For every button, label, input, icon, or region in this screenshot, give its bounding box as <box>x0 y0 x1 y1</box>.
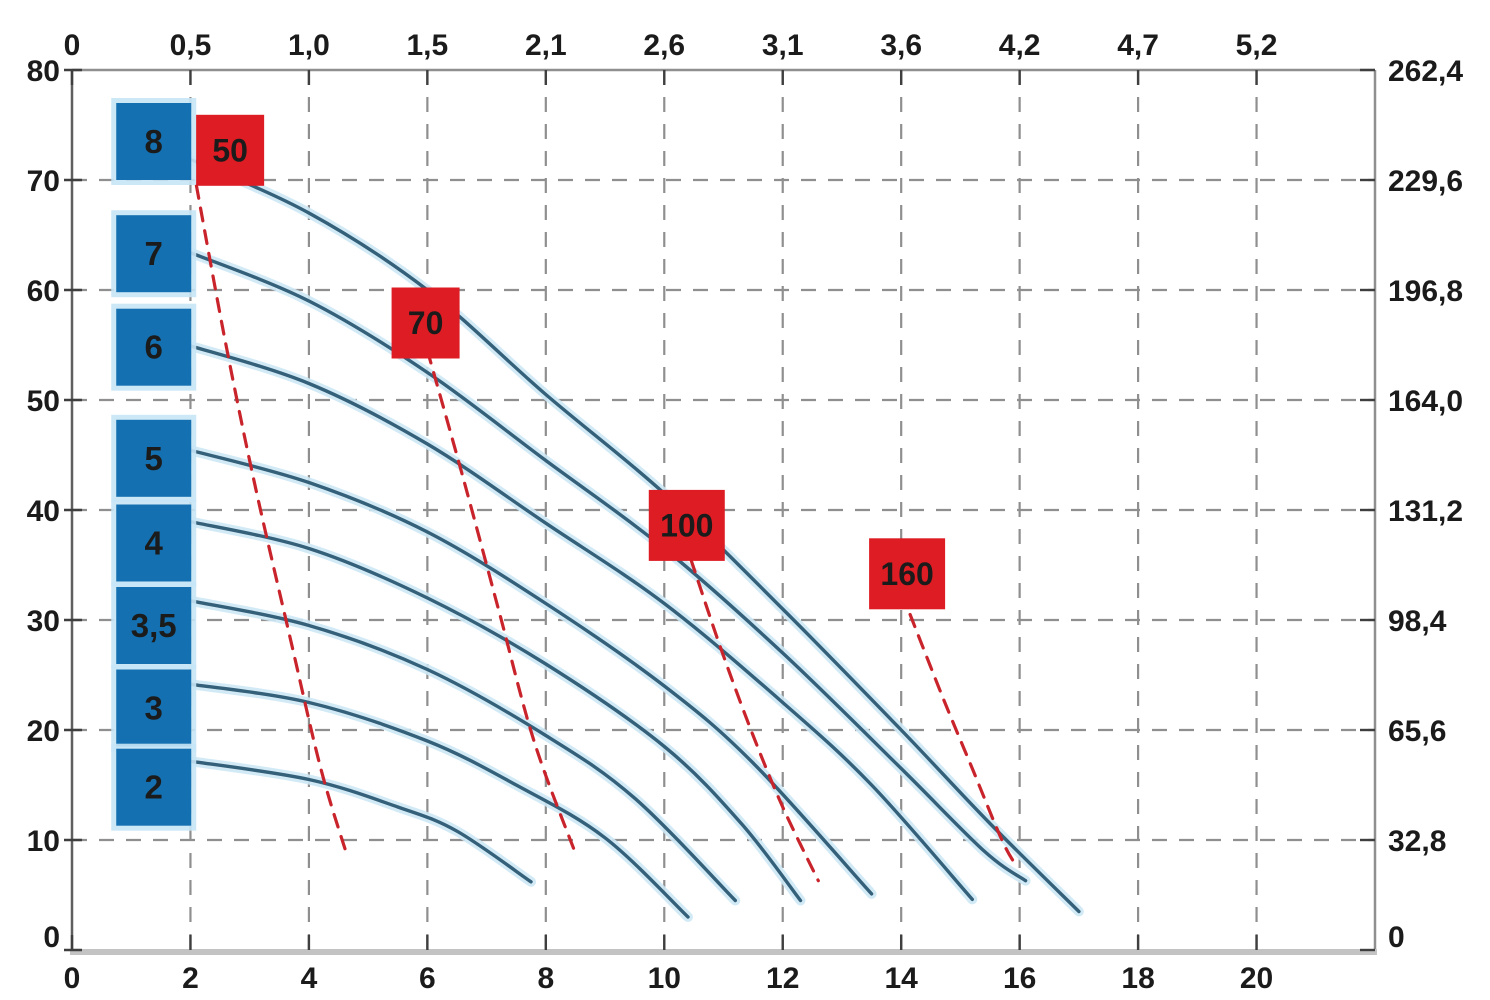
size-box <box>116 504 192 582</box>
size-label-5: 5 <box>111 414 197 502</box>
pump-curve-4 <box>185 519 803 903</box>
size-box-text: 8 <box>145 123 163 160</box>
power-box-text: 70 <box>408 305 444 341</box>
axis-label-left: 40 <box>27 495 60 528</box>
size-box <box>116 669 192 747</box>
axis-label-right: 262,4 <box>1388 55 1463 88</box>
axis-label-right: 196,8 <box>1388 275 1463 308</box>
axis-label-top: 3,6 <box>880 29 922 62</box>
power-label-160: 160 <box>869 538 946 610</box>
axis-label-bottom: 0 <box>64 962 81 995</box>
axis-label-top: 2,6 <box>643 29 685 62</box>
axis-label-bottom: 4 <box>301 962 318 995</box>
axis-label-right: 32,8 <box>1388 825 1446 858</box>
axis-label-top: 1,0 <box>288 29 330 62</box>
pump-curve-3-5 <box>185 598 737 903</box>
power-box-text: 160 <box>880 556 933 592</box>
power-label-70: 70 <box>391 287 460 359</box>
power-box-text: 100 <box>660 507 713 543</box>
size-label-7: 7 <box>111 210 197 298</box>
size-labels: 8 7 6 5 4 3,5 3 2 <box>111 98 197 831</box>
size-box-text: 4 <box>145 525 164 562</box>
size-box <box>116 103 192 180</box>
axis-label-right: 229,6 <box>1388 165 1463 198</box>
power-box <box>196 114 265 186</box>
axis-label-bottom: 14 <box>884 962 918 995</box>
size-box-text: 5 <box>145 440 163 477</box>
tick-marks <box>64 68 1375 952</box>
size-box-text: 7 <box>145 235 163 272</box>
size-label-3: 3 <box>111 664 197 752</box>
axis-label-top: 3,1 <box>762 29 804 62</box>
axis-label-left: 20 <box>27 715 60 748</box>
axis-label-right: 98,4 <box>1388 605 1447 638</box>
axis-label-top: 5,2 <box>1236 29 1278 62</box>
size-label-4: 4 <box>111 499 197 587</box>
axis-label-bottom: 16 <box>1003 962 1036 995</box>
size-box-text: 3,5 <box>131 607 177 644</box>
size-label-8: 8 <box>111 98 197 185</box>
axis-label-bottom: 2 <box>182 962 199 995</box>
axis-label-top: 0 <box>64 29 81 62</box>
size-box <box>116 419 192 497</box>
size-box-text: 3 <box>145 690 163 727</box>
axis-label-top: 2,1 <box>525 29 567 62</box>
size-box <box>116 587 192 664</box>
axis-label-bottom: 12 <box>766 962 799 995</box>
axis-label-right: 0 <box>1388 921 1405 954</box>
power-box <box>869 538 946 610</box>
axis-label-top: 4,2 <box>999 29 1041 62</box>
axis-label-left: 50 <box>27 385 60 418</box>
power-box <box>391 287 460 359</box>
pump-curve-3 <box>185 682 690 919</box>
axis-label-top: 0,5 <box>170 29 212 62</box>
power-curve-100 <box>689 557 820 883</box>
power-label-100: 100 <box>648 489 725 561</box>
axis-label-right: 164,0 <box>1388 385 1463 418</box>
axis-label-bottom: 8 <box>537 962 554 995</box>
size-label-6: 6 <box>111 303 197 391</box>
size-box <box>116 308 192 386</box>
axis-labels: 0 0,5 1,0 1,5 2,1 2,6 3,1 3,6 4,2 4,7 5,2 0 2 4 6 8 10 12… <box>27 29 1464 995</box>
pump-curve-5 <box>185 447 874 896</box>
axis-label-top: 4,7 <box>1117 29 1159 62</box>
size-label-3-5: 3,5 <box>111 582 197 669</box>
axis-label-bottom: 6 <box>419 962 436 995</box>
pump-curve-6 <box>185 343 974 902</box>
axis-label-left: 70 <box>27 165 60 198</box>
power-box-text: 50 <box>212 132 248 168</box>
power-curves <box>194 183 1019 883</box>
axis-label-left: 0 <box>43 921 60 954</box>
power-curve-70 <box>425 348 577 855</box>
size-box-text: 2 <box>145 769 163 806</box>
axis-label-left: 30 <box>27 605 60 638</box>
axis-label-right: 65,6 <box>1388 715 1446 748</box>
size-box-text: 6 <box>145 329 163 366</box>
size-box <box>116 748 192 826</box>
size-label-2: 2 <box>111 743 197 831</box>
axis-label-bottom: 18 <box>1121 962 1154 995</box>
axis-label-left: 80 <box>27 55 60 88</box>
power-curve-160 <box>908 612 1019 868</box>
power-label-50: 50 <box>196 114 265 186</box>
size-box <box>116 215 192 293</box>
axis-label-left: 60 <box>27 275 60 308</box>
axis-label-bottom: 20 <box>1240 962 1273 995</box>
power-box <box>648 489 725 561</box>
axis-label-top: 1,5 <box>407 29 449 62</box>
axis-label-bottom: 10 <box>648 962 681 995</box>
pump-curve-2 <box>185 759 533 884</box>
axis-label-right: 131,2 <box>1388 495 1463 528</box>
power-labels: 50 70 100 160 <box>196 114 946 610</box>
axis-label-left: 10 <box>27 825 60 858</box>
